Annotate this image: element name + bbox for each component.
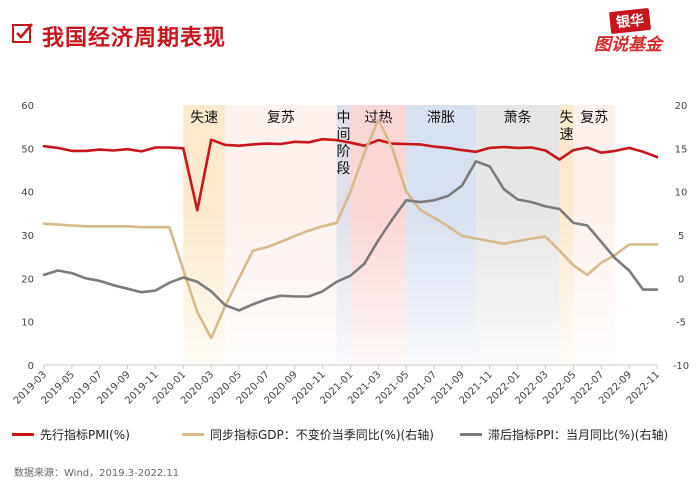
- legend-swatch-pmi: [12, 433, 34, 436]
- phase-label-5: 萧条: [504, 109, 532, 126]
- y-right-tick-20: 20: [675, 101, 688, 112]
- phase-label-6-char-1: 速: [559, 127, 573, 143]
- legend-swatch-gdp: [182, 433, 204, 436]
- phase-label-2-char-3: 段: [337, 161, 351, 177]
- page-title: 我国经济周期表现: [42, 26, 227, 51]
- fade-overlay: [44, 215, 657, 365]
- data-source: 数据来源：Wind，2019.3-2022.11: [14, 468, 180, 479]
- series-line-1: [42, 118, 659, 340]
- series-line-2: [42, 160, 659, 312]
- phase-label-2-char-2: 阶: [337, 144, 351, 160]
- y-right-tick--10: -10: [673, 361, 689, 372]
- phase-label-2-char-1: 间: [337, 127, 351, 143]
- phase-label-1: 复苏: [267, 109, 295, 126]
- phase-label-7: 复苏: [580, 109, 608, 126]
- y-right-tick-0: 0: [678, 274, 684, 285]
- legend-swatch-ppi: [460, 433, 482, 436]
- legend-item-ppi: 滞后指标PPI：当月同比(%)(右轴): [460, 426, 668, 443]
- legend-label-ppi: 滞后指标PPI：当月同比(%)(右轴): [488, 428, 669, 442]
- logo-bottom-text: 图说基金: [594, 35, 662, 55]
- chart-area: 失速 复苏中间阶段过热 滞胀 萧条失速复苏 0 10 20 30 40 50 60 -10 -5 0 5 10…: [0, 60, 700, 460]
- legend-item-gdp: 同步指标GDP：不变价当季同比(%)(右轴): [182, 426, 434, 443]
- y-left-tick-60: 60: [21, 101, 34, 112]
- y-left-tick-40: 40: [21, 188, 34, 199]
- phase-label-4: 滞胀: [427, 110, 455, 126]
- y-right-tick-5: 5: [678, 231, 684, 242]
- y-left-tick-10: 10: [21, 318, 34, 329]
- y-right-tick-15: 15: [675, 144, 688, 155]
- phase-label-6-char-0: 失: [559, 110, 573, 126]
- phase-label-0: 失速: [190, 110, 218, 126]
- phase-label-2-char-0: 中: [337, 110, 351, 126]
- y-right-tick--5: -5: [676, 318, 686, 329]
- y-right-tick-10: 10: [675, 188, 688, 199]
- y-left-tick-0: 0: [28, 361, 34, 372]
- legend-label-pmi: 先行指标PMI(%): [40, 428, 130, 442]
- brand-logo: 银华 图说基金: [590, 7, 686, 55]
- y-left-tick-30: 30: [21, 231, 34, 242]
- legend-item-pmi: 先行指标PMI(%): [12, 426, 130, 443]
- y-left-tick-20: 20: [21, 274, 34, 285]
- header: 我国经济周期表现 银华 图说基金: [0, 0, 700, 60]
- y-left-tick-50: 50: [21, 144, 34, 155]
- series-line-0: [42, 137, 659, 212]
- legend: 先行指标PMI(%) 同步指标GDP：不变价当季同比(%)(右轴) 滞后指标PP…: [12, 426, 692, 442]
- phase-label-3: 过热: [364, 110, 392, 126]
- checkbox-icon: [12, 23, 33, 43]
- legend-label-gdp: 同步指标GDP：不变价当季同比(%)(右轴): [210, 428, 434, 442]
